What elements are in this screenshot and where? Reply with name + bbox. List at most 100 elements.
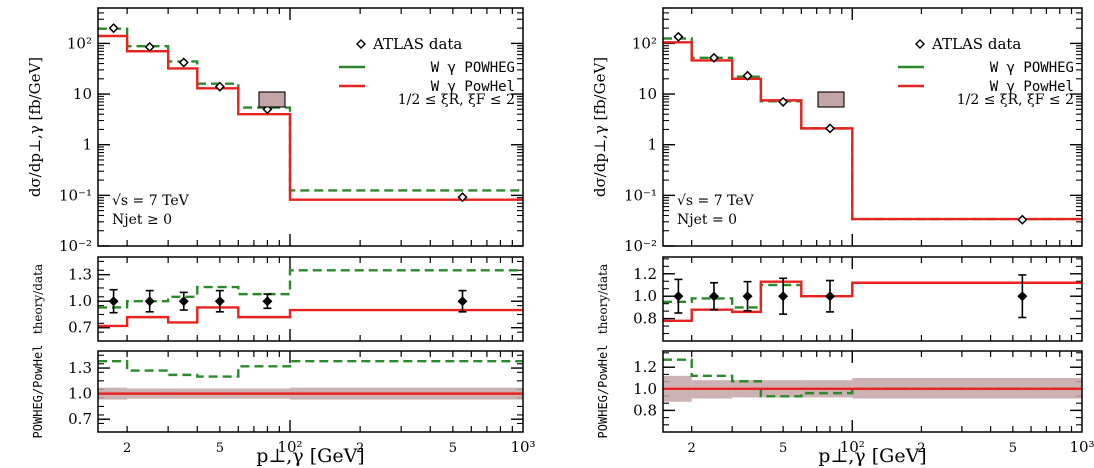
y-axis-label-main: dσ/dp⊥,γ [fb/GeV] xyxy=(591,57,609,197)
x-tick-label: 10² xyxy=(277,438,302,456)
legend-label-powheg: W γ POWHEG xyxy=(990,60,1074,76)
legend-label-band: 1/2 ≤ ξR, ξF ≤ 2 xyxy=(957,92,1074,108)
annotation-jets: Njet = 0 xyxy=(677,212,737,228)
y-tick-label: 10² xyxy=(67,34,92,52)
data-point xyxy=(214,81,225,92)
x-tick-label: 2 xyxy=(356,441,364,456)
main-series-powhel xyxy=(98,34,523,201)
y-axis-label-ratio2-text: POWHEG/PowHel xyxy=(31,345,45,439)
y-tick-label: 1 xyxy=(82,136,92,154)
annotation-energy: √s = 7 TeV xyxy=(112,193,190,209)
data-point xyxy=(457,192,468,203)
x-tick-label: 10² xyxy=(840,438,865,456)
y-tick-label: 0.8 xyxy=(633,310,657,328)
ratio-data-point xyxy=(178,296,189,307)
data-point xyxy=(708,52,720,63)
y-tick-label: 10 xyxy=(73,85,92,103)
legend-swatch-band xyxy=(258,91,286,108)
x-tick-label: 10³ xyxy=(1069,438,1094,456)
y-tick-label: 1.0 xyxy=(633,287,657,305)
ratio-data-point xyxy=(108,296,119,307)
y-tick-label: 1.0 xyxy=(68,385,92,403)
legend-label-powhel: W γ PowHel xyxy=(431,79,515,95)
annotation-energy: √s = 7 TeV xyxy=(677,193,755,209)
y-tick-label: 1.2 xyxy=(633,358,657,376)
ratio-data-point xyxy=(825,291,836,302)
legend-label-powhel: W γ PowHel xyxy=(990,79,1074,95)
ratio-data-point xyxy=(778,291,789,302)
y-axis-label-ratio1-text: theory/data xyxy=(596,264,610,334)
x-tick-label: 5 xyxy=(449,441,457,456)
data-point xyxy=(1017,214,1028,225)
data-point xyxy=(673,31,684,42)
legend-label-powheg: W γ POWHEG xyxy=(431,60,515,76)
y-axis-label-ratio2: POWHEG/PowHel xyxy=(596,345,610,439)
y-axis-label-main: dσ/dp⊥,γ [fb/GeV] xyxy=(26,57,44,197)
ratio1-series-powheg xyxy=(663,281,1082,309)
data-point xyxy=(778,96,789,107)
y-tick-label: 1.3 xyxy=(68,266,92,284)
y-tick-label: 10 xyxy=(638,85,657,103)
main-series-powhel xyxy=(663,41,1082,221)
main-frame xyxy=(97,7,524,247)
legend-swatch-band xyxy=(817,91,845,108)
y-axis-label-ratio2: POWHEG/PowHel xyxy=(31,345,45,439)
x-tick-label: 2 xyxy=(917,441,925,456)
ratio1-series-powheg xyxy=(98,269,523,309)
ratio-data-point xyxy=(673,291,684,302)
ratio-data-point xyxy=(1017,291,1028,302)
annotation-jets: Njet ≥ 0 xyxy=(112,212,172,228)
ratio-data-point xyxy=(457,296,468,307)
x-axis-label: p⊥,γ [GeV] xyxy=(256,445,364,467)
ratio2-series-powheg xyxy=(98,360,523,378)
ratio2-frame xyxy=(97,350,524,433)
x-tick-label: 2 xyxy=(688,441,696,456)
ratio-data-point xyxy=(214,296,225,307)
y-tick-label: 10⁻² xyxy=(59,237,92,255)
x-tick-label: 10³ xyxy=(510,438,535,456)
y-tick-label: 1.2 xyxy=(633,265,657,283)
ratio1-series-powhel xyxy=(663,280,1082,323)
y-tick-label: 1 xyxy=(647,136,657,154)
x-tick-label: 5 xyxy=(779,441,787,456)
chart-panel-1: 10² 10 1 10⁻¹ 10⁻² ATLAS data W γ POWHEG W γ Po… xyxy=(26,7,536,467)
y-axis-label-main-text: dσ/dp⊥,γ [fb/GeV] xyxy=(591,57,609,197)
y-axis-label-ratio1: theory/data xyxy=(596,264,610,334)
legend-label-data: ATLAS data xyxy=(931,35,1021,53)
legend-label-data: ATLAS data xyxy=(372,35,462,53)
chart-panel-2: 10² 10 1 10⁻¹ 10⁻² ATLAS data W γ POWHEG W γ Po… xyxy=(591,7,1094,467)
y-axis-label-ratio1: theory/data xyxy=(31,264,45,334)
x-axis-label: p⊥,γ [GeV] xyxy=(818,445,926,467)
y-tick-label: 1.0 xyxy=(68,292,92,310)
y-tick-label: 1.3 xyxy=(68,359,92,377)
data-point xyxy=(144,41,155,53)
data-point xyxy=(824,123,836,134)
data-point xyxy=(178,57,189,68)
legend-diamond-icon xyxy=(356,39,366,49)
data-point xyxy=(742,70,753,81)
legend-label-band: 1/2 ≤ ξR, ξF ≤ 2 xyxy=(398,92,515,108)
data-point xyxy=(108,23,119,34)
x-tick-label: 2 xyxy=(123,441,131,456)
x-tick-label: 5 xyxy=(216,441,224,456)
y-axis-label-ratio2-text: POWHEG/PowHel xyxy=(596,345,610,439)
y-tick-label: 10⁻² xyxy=(624,237,657,255)
y-tick-label: 0.7 xyxy=(68,319,92,337)
ratio1-frame xyxy=(662,256,1083,342)
y-tick-label: 10⁻¹ xyxy=(59,186,92,204)
ratio-data-point xyxy=(708,291,719,302)
y-tick-label: 1.0 xyxy=(633,380,657,398)
ratio2-frame xyxy=(662,350,1083,433)
y-axis-label-main-text: dσ/dp⊥,γ [fb/GeV] xyxy=(26,57,44,197)
x-tick-label: 5 xyxy=(1009,441,1017,456)
ratio-data-point xyxy=(742,291,753,302)
y-tick-label: 0.8 xyxy=(633,401,657,419)
ratio1-frame xyxy=(97,256,524,342)
legend-diamond-icon xyxy=(915,39,925,49)
y-axis-label-ratio1-text: theory/data xyxy=(31,264,45,334)
y-tick-label: 10² xyxy=(632,34,657,52)
y-tick-label: 0.7 xyxy=(68,410,92,428)
ratio1-series-powhel xyxy=(98,306,523,328)
y-tick-label: 10⁻¹ xyxy=(624,186,657,204)
